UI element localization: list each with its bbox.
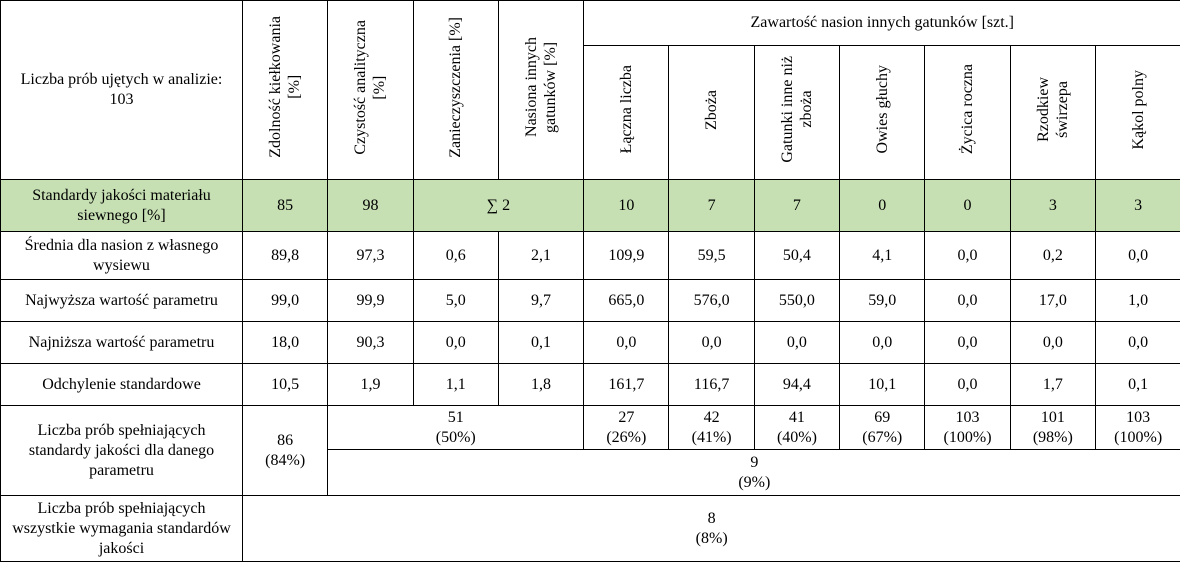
value-cell: 85 xyxy=(241,179,329,232)
value-cell: 42 (41%) xyxy=(668,405,755,450)
group-header-other-species: Zawartość nasion innych gatunków [szt.] xyxy=(583,0,1180,46)
value-cell: 59,5 xyxy=(668,231,755,280)
value-cell: 9,7 xyxy=(497,279,585,322)
column-header-wild-oat: Owies głuchy xyxy=(839,45,926,180)
value-cell: 99,9 xyxy=(327,279,414,322)
analysis-count-value: 103 xyxy=(109,91,134,108)
value-cell: 103 (100%) xyxy=(924,405,1011,450)
value-cell: 0 xyxy=(839,179,926,232)
value-cell: 101 (98%) xyxy=(1009,405,1096,450)
value-cell: 18,0 xyxy=(241,321,329,364)
row-label-max: Najwyższa wartość parametru xyxy=(0,279,243,322)
value-cell: 97,3 xyxy=(327,231,414,280)
value-cell: 0,0 xyxy=(1094,231,1180,280)
column-header-germination: Zdolność kiełkowania [%] xyxy=(241,0,329,180)
value-cell: 109,9 xyxy=(583,231,670,280)
value-cell-all-but-germination: 9 (9%) xyxy=(327,449,1180,496)
value-cell: 0,2 xyxy=(1009,231,1096,280)
column-header-impurities: Zanieczyszczenia [%] xyxy=(412,0,499,180)
value-cell-purity-group-count: 51 (50%) xyxy=(327,405,585,450)
value-cell: 665,0 xyxy=(583,279,670,322)
value-cell-sum-impurities: ∑ 2 xyxy=(412,179,585,232)
row-meeting-param-a: Liczba prób spełniających standardy jako… xyxy=(0,405,1180,496)
value-cell: 7 xyxy=(753,179,841,232)
column-header-corncockle: Kąkol polny xyxy=(1094,45,1180,180)
value-cell: 27 (26%) xyxy=(583,405,670,450)
header-row-group: Liczba prób ujętych w analizie: 103 Zdol… xyxy=(0,0,1180,180)
value-cell: 0,0 xyxy=(924,363,1011,406)
value-cell: 10,5 xyxy=(241,363,329,406)
value-cell: 0,0 xyxy=(924,279,1011,322)
value-cell: 3 xyxy=(1009,179,1096,232)
value-cell: 1,1 xyxy=(412,363,499,406)
value-cell: 98 xyxy=(327,179,414,232)
row-label-standards: Standardy jakości materiału siewnego [%] xyxy=(0,179,243,232)
value-cell: 1,9 xyxy=(327,363,414,406)
corner-cell: Liczba prób ujętych w analizie: 103 xyxy=(0,0,243,180)
value-cell: 0,0 xyxy=(583,321,670,364)
value-cell: 116,7 xyxy=(668,363,755,406)
value-cell-germination-count: 86 (84%) xyxy=(241,405,329,496)
value-cell: 1,8 xyxy=(497,363,585,406)
value-cell: 41 (40%) xyxy=(753,405,841,450)
value-cell: 0,0 xyxy=(668,321,755,364)
row-min: Najniższa wartość parametru 18,0 90,3 0,… xyxy=(0,321,1180,364)
row-stddev: Odchylenie standardowe 10,5 1,9 1,1 1,8 … xyxy=(0,363,1180,406)
value-cell: 89,8 xyxy=(241,231,329,280)
row-standards: Standardy jakości materiału siewnego [%]… xyxy=(0,179,1180,232)
value-cell: 3 xyxy=(1094,179,1180,232)
value-cell: 50,4 xyxy=(753,231,841,280)
value-cell: 90,3 xyxy=(327,321,414,364)
column-header-total-count: Łączna liczba xyxy=(583,45,670,180)
value-cell: 103 (100%) xyxy=(1094,405,1180,450)
row-label-meeting-param: Liczba prób spełniających standardy jako… xyxy=(0,405,243,496)
value-cell: 0,0 xyxy=(1094,321,1180,364)
value-cell: 161,7 xyxy=(583,363,670,406)
column-header-cereals: Zboża xyxy=(668,45,755,180)
value-cell: 69 (67%) xyxy=(839,405,926,450)
column-header-wild-radish: Rzodkiew świrzepa xyxy=(1009,45,1096,180)
value-cell: 550,0 xyxy=(753,279,841,322)
value-cell: 1,7 xyxy=(1009,363,1096,406)
value-cell: 0,6 xyxy=(412,231,499,280)
value-cell: 2,1 xyxy=(497,231,585,280)
value-cell: 99,0 xyxy=(241,279,329,322)
row-label-meeting-all: Liczba prób spełniających wszystkie wyma… xyxy=(0,495,243,562)
value-cell: 0,0 xyxy=(412,321,499,364)
column-header-other-seeds-pct: Nasiona innych gatunków [%] xyxy=(497,0,585,180)
row-label-stddev: Odchylenie standardowe xyxy=(0,363,243,406)
value-cell-meeting-all: 8 (8%) xyxy=(241,495,1180,562)
column-header-purity: Czystość analityczna [%] xyxy=(327,0,414,180)
value-cell: 94,4 xyxy=(753,363,841,406)
value-cell: 576,0 xyxy=(668,279,755,322)
value-cell: 0,0 xyxy=(924,321,1011,364)
row-meeting-param-b: 9 (9%) xyxy=(1,449,1180,496)
value-cell: 17,0 xyxy=(1009,279,1096,322)
value-cell: 5,0 xyxy=(412,279,499,322)
row-label-mean: Średnia dla nasion z własnego wysiewu xyxy=(0,231,243,280)
row-meeting-all: Liczba prób spełniających wszystkie wyma… xyxy=(0,495,1180,562)
value-cell: 0,1 xyxy=(1094,363,1180,406)
value-cell: 59,0 xyxy=(839,279,926,322)
value-cell: 10 xyxy=(583,179,670,232)
value-cell: 7 xyxy=(668,179,755,232)
value-cell: 0,0 xyxy=(1009,321,1096,364)
value-cell: 0,1 xyxy=(497,321,585,364)
row-label-min: Najniższa wartość parametru xyxy=(0,321,243,364)
value-cell: 1,0 xyxy=(1094,279,1180,322)
column-header-annual-ryegrass: Życica roczna xyxy=(924,45,1011,180)
value-cell: 0,0 xyxy=(753,321,841,364)
value-cell: 0,0 xyxy=(839,321,926,364)
row-max: Najwyższa wartość parametru 99,0 99,9 5,… xyxy=(0,279,1180,322)
value-cell: 10,1 xyxy=(839,363,926,406)
row-mean: Średnia dla nasion z własnego wysiewu 89… xyxy=(0,231,1180,280)
value-cell: 0,0 xyxy=(924,231,1011,280)
header-row-species: Łączna liczba Zboża Gatunki inne niż zbo… xyxy=(1,45,1180,180)
value-cell: 4,1 xyxy=(839,231,926,280)
analysis-count-label: Liczba prób ujętych w analizie: xyxy=(20,71,223,88)
column-header-species-other-than-cereals: Gatunki inne niż zboża xyxy=(753,45,841,180)
value-cell: 0 xyxy=(924,179,1011,232)
